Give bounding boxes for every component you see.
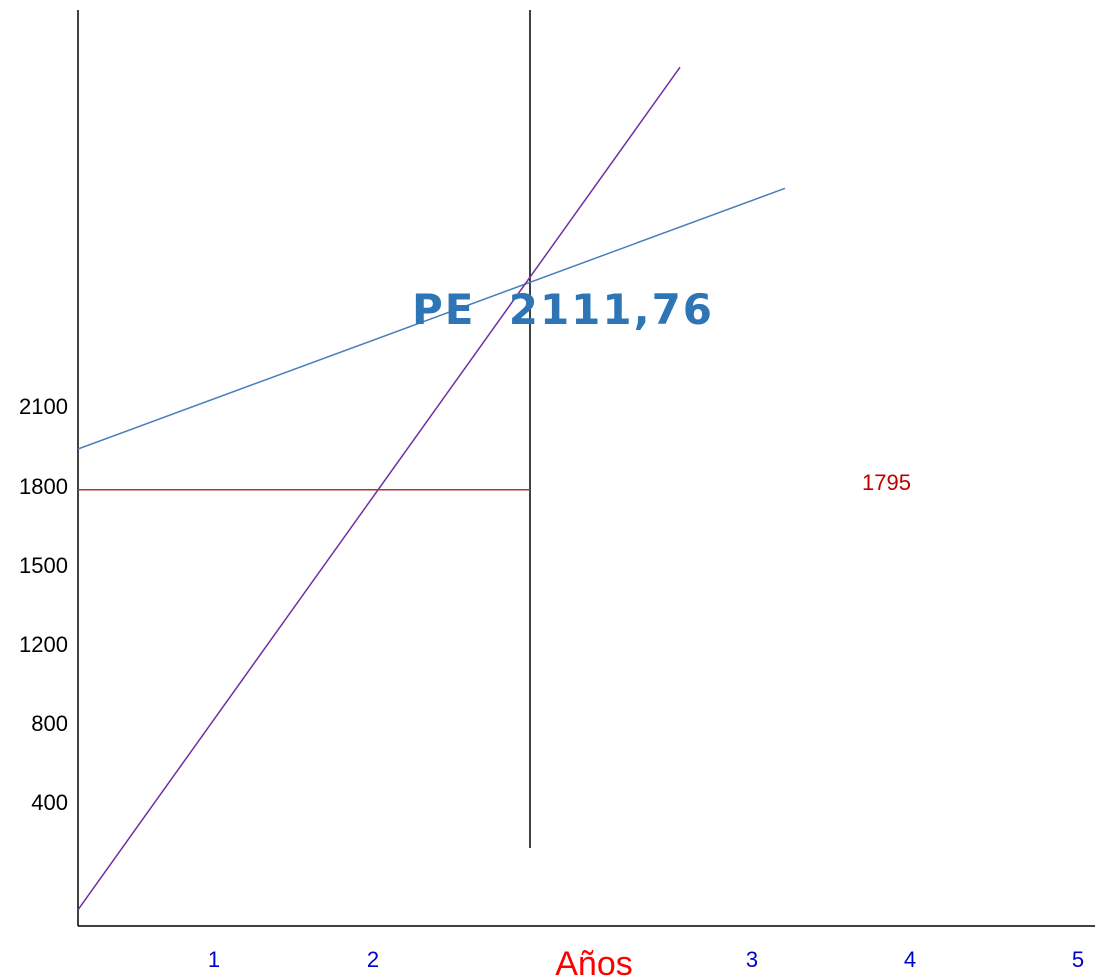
x-tick-label: 1 — [208, 947, 220, 972]
x-axis-label: Años — [555, 945, 633, 978]
x-tick-label: 3 — [746, 947, 758, 972]
x-tick-label: 5 — [1072, 947, 1084, 972]
y-tick-label: 800 — [31, 711, 68, 736]
series-line-2 — [77, 66, 681, 911]
y-tick-label: 1200 — [19, 632, 68, 657]
y-tick-label: 2100 — [19, 394, 68, 419]
series-line-1 — [77, 187, 786, 450]
x-tick-label: 4 — [904, 947, 916, 972]
x-tick-label: 2 — [367, 947, 379, 972]
y-tick-label: 400 — [31, 790, 68, 815]
y-tick-label: 1800 — [19, 474, 68, 499]
fixed-cost-value-label: 1795 — [862, 470, 911, 495]
y-tick-label: 1500 — [19, 553, 68, 578]
break-even-label: PE 2111,76 — [412, 285, 714, 334]
